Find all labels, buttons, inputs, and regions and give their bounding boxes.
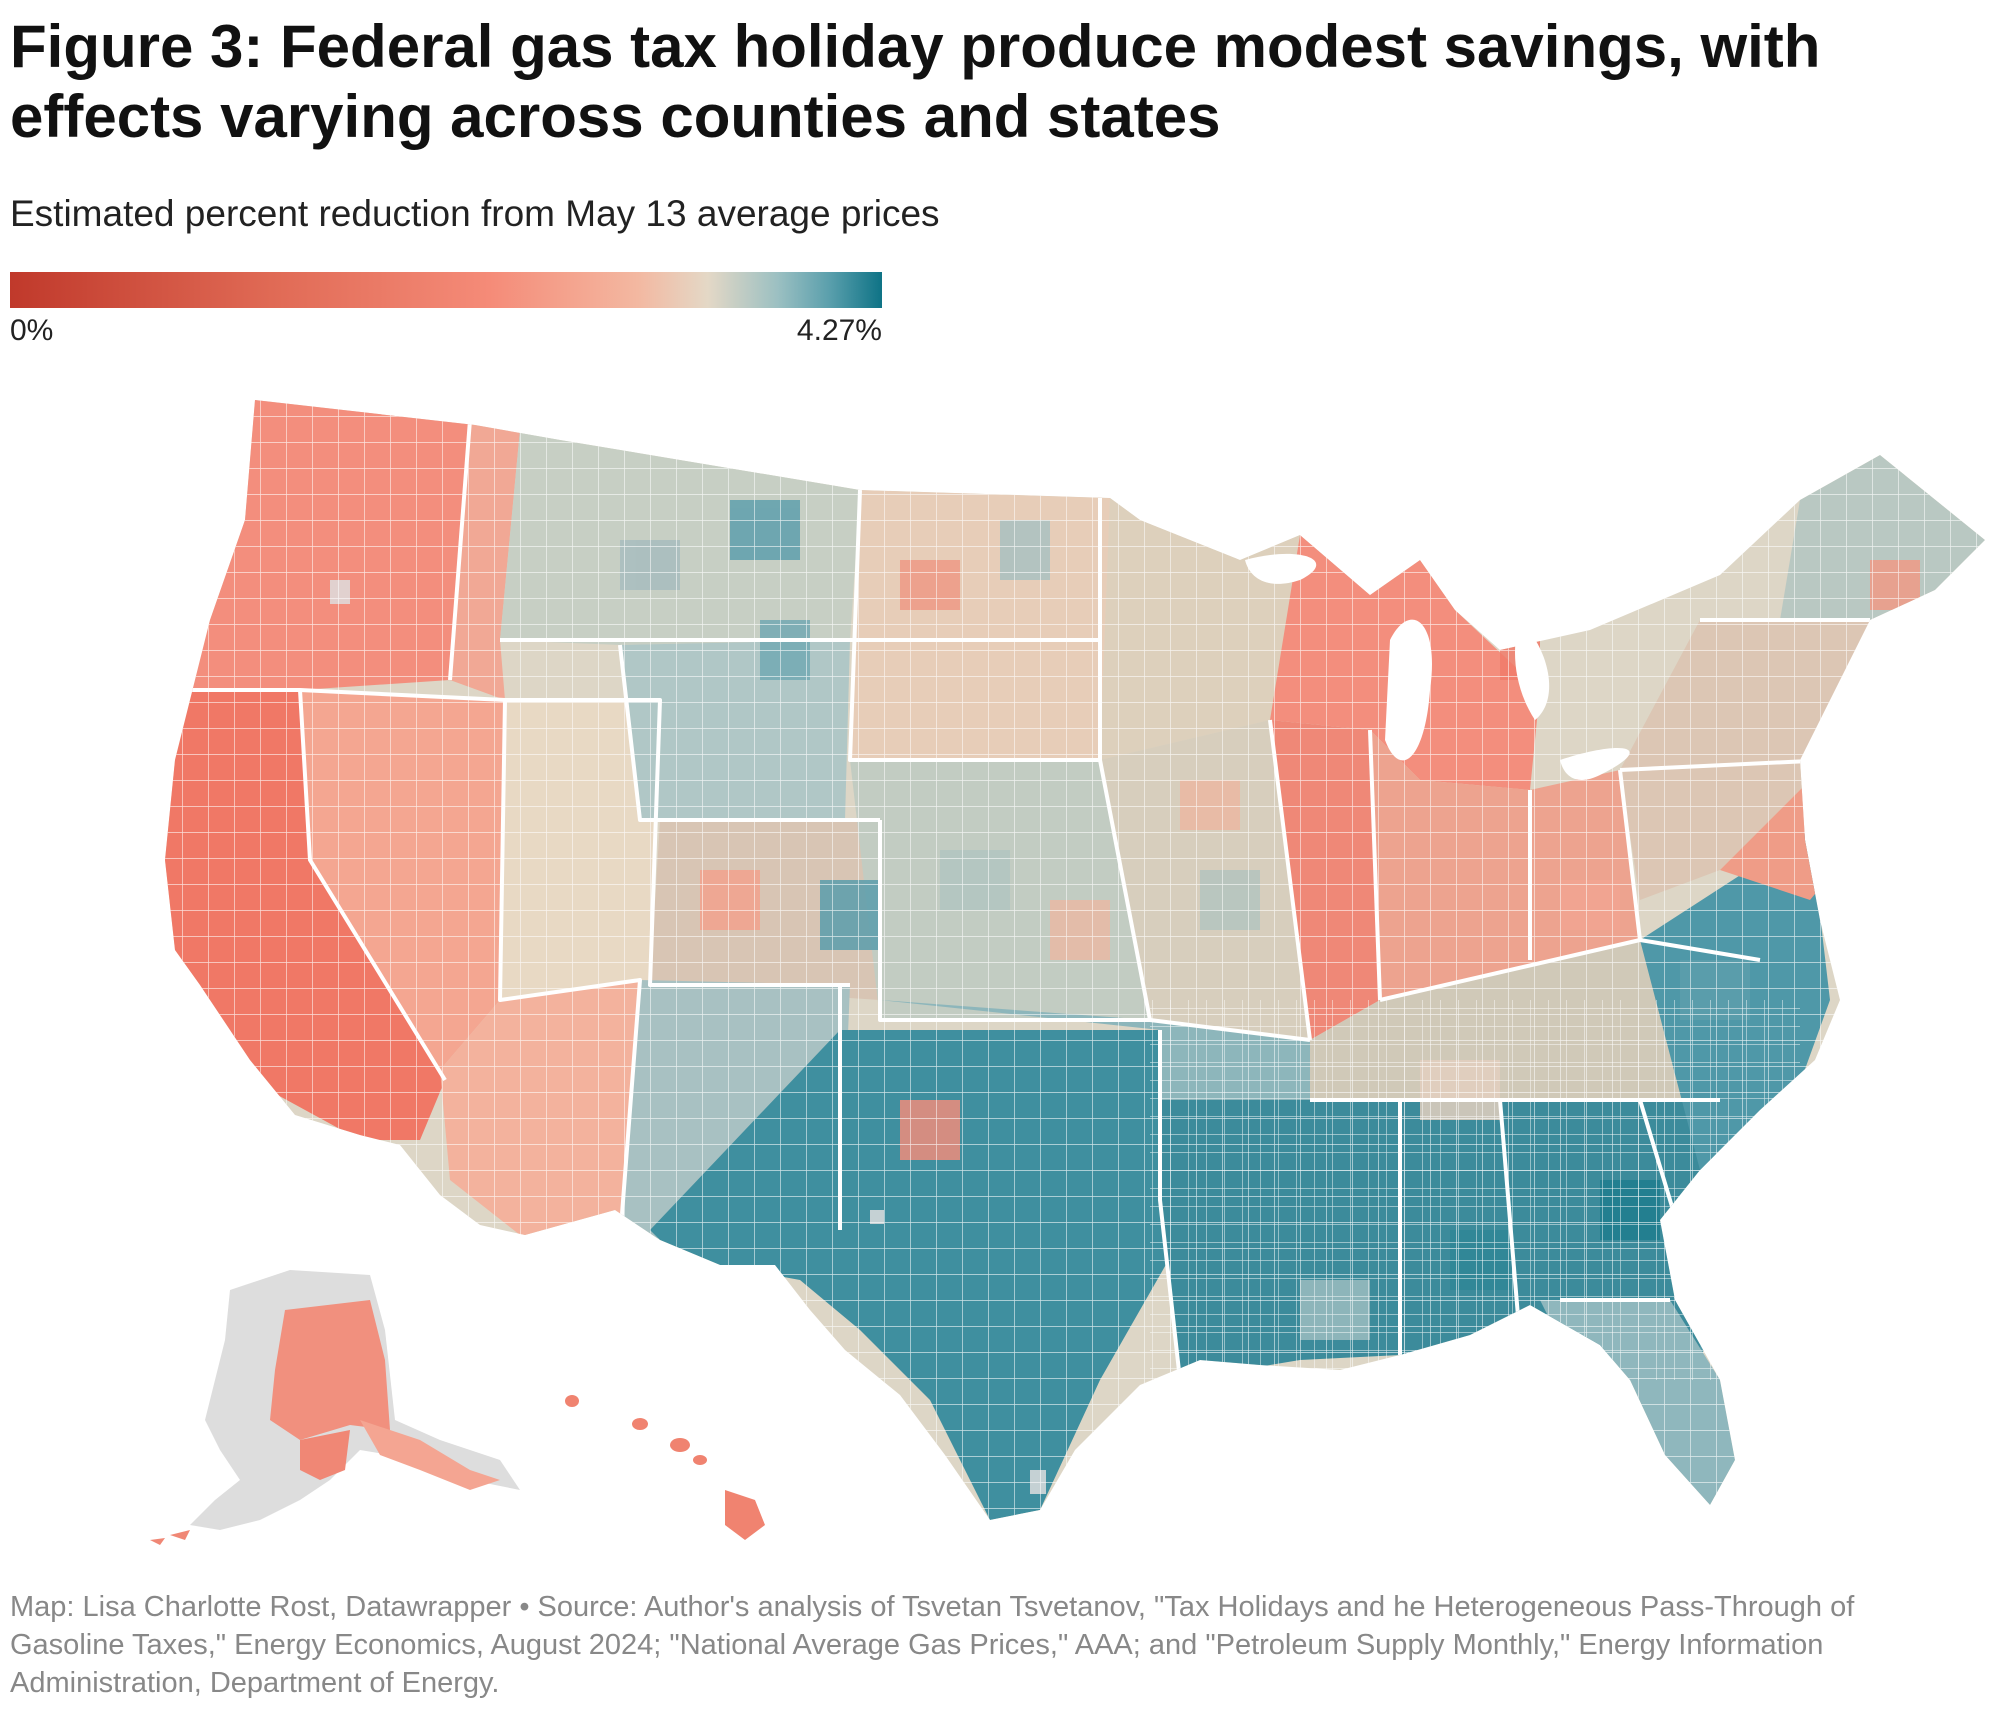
great-lakes: [1245, 553, 1630, 780]
hawaii: [565, 1395, 765, 1540]
contiguous-us: [165, 400, 1985, 1520]
state-borders: [165, 419, 1870, 1381]
county-choropleth-map: [150, 400, 1985, 1545]
legend-max-label: 4.27%: [796, 314, 882, 347]
county-borders: [165, 400, 1985, 1520]
alaska: [150, 1270, 520, 1545]
chart-subtitle: Estimated percent reduction from May 13 …: [10, 193, 940, 234]
chart-title: Figure 3: Federal gas tax holiday produc…: [10, 13, 1821, 150]
legend-min-label: 0%: [10, 314, 54, 347]
color-legend: 0% 4.27%: [10, 272, 882, 352]
source-note: Map: Lisa Charlotte Rost, Datawrapper • …: [10, 1591, 1855, 1699]
legend-gradient-bar: [10, 272, 882, 308]
